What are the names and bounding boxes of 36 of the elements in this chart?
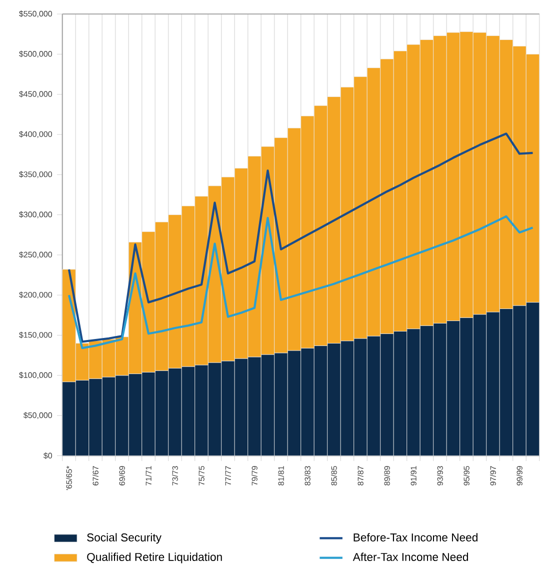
line-series [68, 132, 534, 343]
x-tick-label: 67/67 [92, 466, 98, 486]
y-tick-label: $350,000 [19, 171, 52, 178]
legend-label: After-Tax Income Need [352, 552, 468, 561]
legend-label: Qualified Retire Liquidation [87, 552, 222, 564]
legend-label: Social Security [87, 533, 162, 544]
y-tick-label: $50,000 [23, 412, 52, 420]
x-tick-label: 83/83 [304, 466, 310, 486]
x-tick-label: 73/73 [172, 466, 178, 486]
y-tick-label: $550,000 [19, 10, 52, 18]
x-tick-label: 79/79 [252, 466, 258, 486]
line-series [68, 215, 534, 350]
y-tick-label: $150,000 [19, 332, 52, 339]
x-tick-label: 75/75 [198, 466, 204, 486]
x-tick-label: 93/93 [437, 466, 443, 486]
x-tick-label: 91/91 [410, 466, 416, 486]
x-tick-label: 69/69 [119, 466, 125, 486]
x-tick-label: 99/99 [516, 466, 522, 486]
legend-label: Before-Tax Income Need [354, 533, 478, 542]
y-tick-label: $500,000 [19, 50, 52, 58]
x-tick-label: 71/71 [146, 466, 152, 486]
x-tick-label: 81/81 [278, 466, 284, 486]
y-tick-label: $200,000 [19, 292, 52, 299]
x-tick-label: 77/77 [225, 466, 231, 486]
y-tick-label: $250,000 [19, 251, 52, 258]
y-tick-label: $300,000 [19, 211, 52, 218]
x-tick-label: 87/87 [358, 466, 364, 486]
x-tick-label: '65/65* [66, 466, 72, 490]
y-tick-label: $450,000 [19, 90, 52, 98]
y-tick-label: $0 [44, 452, 52, 459]
y-tick-label: $100,000 [19, 372, 52, 379]
x-tick-label: 89/89 [384, 466, 390, 486]
x-tick-label: 85/85 [331, 466, 337, 486]
y-tick-label: $400,000 [19, 130, 52, 138]
x-tick-label: 95/95 [464, 466, 470, 486]
x-tick-label: 97/97 [490, 466, 496, 486]
